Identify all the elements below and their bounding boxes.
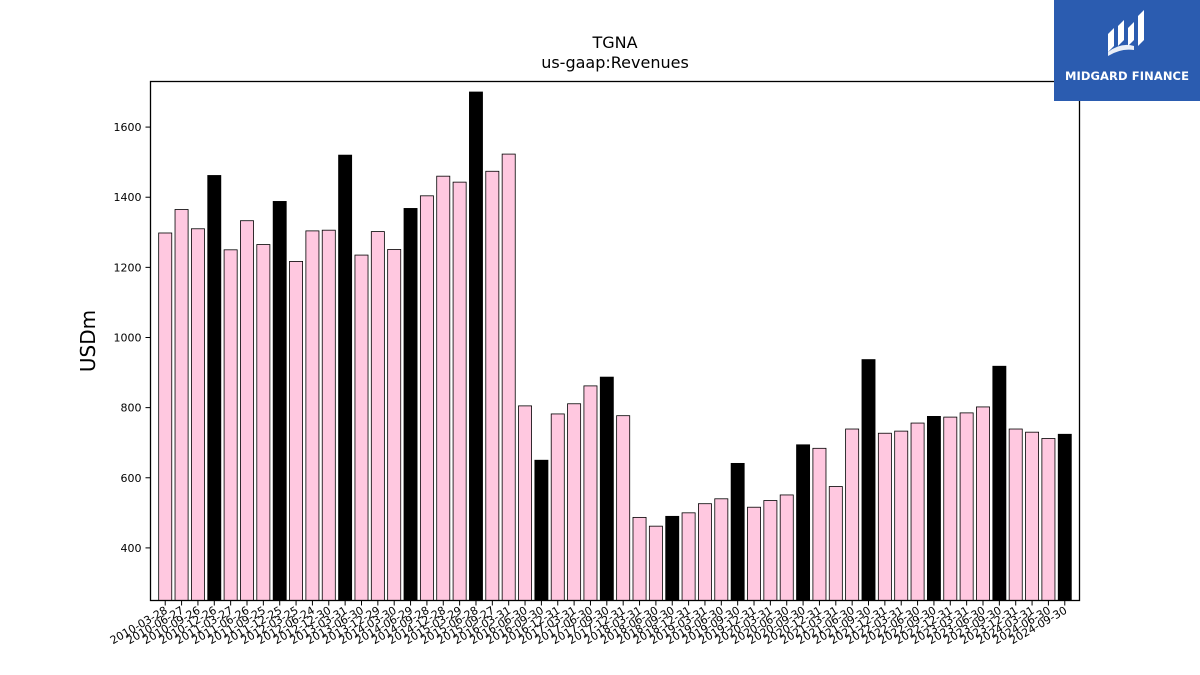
bar [1057,433,1072,601]
bar [632,516,647,601]
bar [403,208,418,601]
y-tick-label: 600 [121,472,142,485]
bar [828,486,843,601]
bar [599,376,614,601]
bar [665,515,680,601]
bar [501,153,516,601]
bar [207,175,222,601]
bar [698,503,712,601]
bar [812,447,827,601]
bar [796,444,811,601]
bar [583,385,598,601]
bar [714,498,729,601]
bar [419,195,434,601]
bar [223,249,238,601]
bar [370,231,385,601]
bar [240,220,254,601]
bar [387,249,402,601]
bar [256,244,271,601]
bar [272,201,287,601]
y-axis-ticks: 400 600 800 1000 1200 1400 1600 [114,121,151,555]
y-tick-label: 1400 [114,191,142,204]
plot-frame [149,80,1081,602]
bar [845,428,860,601]
bar [305,230,320,601]
bar [354,254,369,601]
bar [550,413,565,601]
chart-subtitle: us-gaap:Revenues [541,53,689,72]
bar [894,430,909,601]
x-axis-ticks: 2010-03-282010-06-272010-09-262010-12-26… [108,600,1069,647]
bar [469,91,483,601]
bar [174,209,189,601]
bar [959,412,974,601]
bar [190,228,205,601]
y-tick-label: 800 [121,402,142,415]
bar [567,403,582,601]
bar [452,181,467,601]
bar [730,462,745,601]
bar [861,359,876,601]
midgard-logo-icon [1108,10,1144,56]
bar [681,512,696,601]
bar [976,406,990,601]
bar [289,260,303,601]
bar [1025,431,1040,601]
bar [436,175,451,601]
bar [1041,438,1056,601]
bar [648,525,663,601]
bar [763,500,778,601]
bar [616,415,631,601]
bars-group [158,91,1072,601]
brand-logo-text: MIDGARD FINANCE [1064,69,1190,83]
bar [747,506,761,601]
brand-logo: MIDGARD FINANCE [1054,0,1200,101]
y-tick-label: 1200 [114,261,142,274]
bar [485,170,500,601]
y-tick-label: 1000 [114,331,142,344]
bar [943,416,958,601]
bar [321,229,336,601]
bar [910,422,925,601]
bar [534,459,549,601]
bar [926,415,941,601]
bar [877,432,892,601]
bar [158,232,173,601]
bar [518,405,532,601]
bar [992,365,1007,601]
bar [1008,428,1023,601]
y-axis-label: USDm [76,310,100,372]
bar [779,494,794,601]
bar [338,154,353,601]
y-tick-label: 400 [121,542,142,555]
y-tick-label: 1600 [114,121,142,134]
chart-title: TGNA [591,33,637,52]
